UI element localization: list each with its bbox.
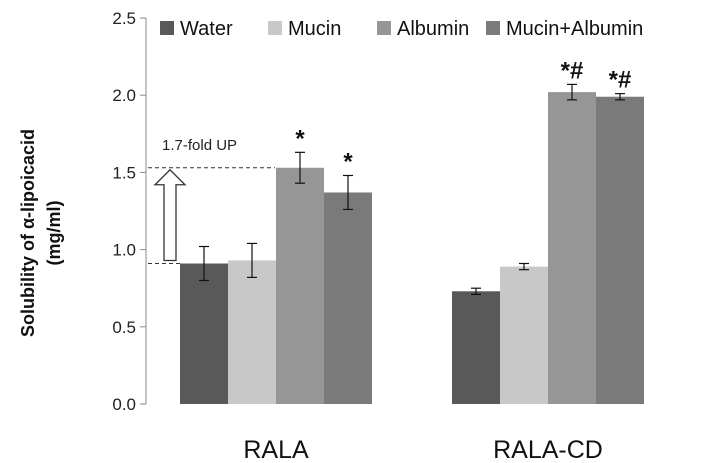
y-tick-label: 1.5 [112,163,136,182]
bar-mucin-albumin-rala [324,192,372,404]
category-labels: RALA RALA-CD [243,436,603,463]
y-tick-label: 2.0 [112,86,136,105]
significance-mark: *# [561,57,584,84]
fold-annotation-label: 1.7-fold UP [162,137,237,154]
y-axis: 0.0 0.5 1.0 1.5 2.0 2.5 [112,9,147,414]
legend-label: Albumin [397,18,469,40]
legend-label: Mucin [288,18,341,40]
legend-swatch [486,21,500,35]
bar-albumin-rala [276,167,324,404]
y-axis-label: Solubility of α-lipoicacid (mg/ml) [18,129,64,337]
bars [180,92,644,404]
up-arrow-icon [153,168,187,262]
bar-water-rala-cd [452,291,500,404]
bar-mucin-rala-cd [500,266,548,404]
legend-label: Mucin+Albumin [506,18,643,40]
significance-marks: * *# * *# [295,57,631,175]
category-label: RALA-CD [493,436,603,463]
bar-mucin-rala [228,260,276,404]
legend-label: Water [180,18,233,40]
y-axis-label-line1: Solubility of α-lipoicacid [18,129,38,337]
bar-albumin-rala-cd [548,92,596,404]
y-tick-label: 0.0 [112,395,136,414]
bar-water-rala [180,263,228,404]
legend-swatch [377,21,391,35]
legend-swatch [160,21,174,35]
y-tick-label: 0.5 [112,318,136,337]
bar-mucin-albumin-rala-cd [596,96,644,404]
significance-mark: *# [609,67,632,94]
legend: Water Mucin Albumin Mucin+Albumin [160,18,643,40]
y-tick-label: 1.0 [112,241,136,260]
fold-annotation: 1.7-fold UP [148,137,275,264]
category-label: RALA [243,436,309,463]
y-axis-label-line2: (mg/ml) [44,200,64,265]
legend-swatch [268,21,282,35]
significance-mark: * [343,148,353,175]
y-tick-label: 2.5 [112,9,136,28]
significance-mark: * [295,125,305,152]
error-bars [199,83,625,295]
